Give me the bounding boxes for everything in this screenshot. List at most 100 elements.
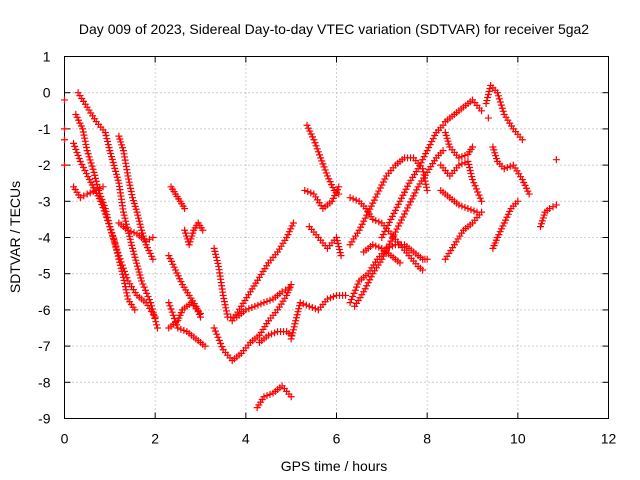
- data-point: [458, 160, 466, 168]
- data-point: [302, 301, 310, 309]
- axis-ticks: [64, 56, 609, 419]
- data-point: [104, 216, 112, 224]
- data-point: [419, 266, 427, 274]
- data-point: [316, 151, 323, 159]
- data-point: [218, 343, 226, 351]
- data-point: [72, 145, 80, 153]
- data-point: [321, 166, 329, 174]
- data-point: [210, 244, 218, 252]
- data-point: [139, 280, 147, 288]
- data-point: [123, 289, 131, 297]
- data-point: [85, 153, 93, 161]
- data-point: [112, 242, 120, 250]
- series-arc-10: [165, 252, 204, 321]
- data-point: [113, 173, 121, 181]
- series-arc-15: [255, 328, 295, 346]
- series-arc-6: [115, 219, 157, 245]
- data-point: [111, 164, 119, 172]
- data-point: [375, 187, 383, 195]
- data-point: [413, 186, 421, 194]
- data-point: [134, 265, 142, 273]
- data-point: [129, 247, 137, 255]
- data-point: [123, 274, 131, 282]
- data-point: [407, 198, 415, 206]
- data-point: [100, 207, 108, 215]
- data-point: [358, 220, 366, 228]
- x-axis-label: GPS time / hours: [281, 458, 388, 474]
- data-point: [337, 252, 345, 260]
- data-point: [375, 218, 383, 226]
- data-point: [469, 176, 476, 184]
- data-point: [439, 147, 447, 155]
- data-point: [417, 159, 425, 167]
- y-tick-label: 1: [43, 49, 51, 65]
- y-tick-label: -2: [38, 157, 51, 173]
- data-point: [126, 181, 134, 189]
- data-point: [219, 291, 227, 299]
- data-point: [346, 194, 354, 202]
- data-point: [61, 96, 68, 104]
- data-point: [360, 217, 368, 225]
- data-point: [107, 226, 115, 234]
- series-arc-14: [228, 219, 297, 325]
- data-point: [470, 179, 478, 187]
- series-arc-3: [70, 139, 159, 321]
- data-point: [177, 325, 185, 333]
- data-point: [311, 139, 319, 147]
- data-point: [83, 190, 91, 198]
- data-point: [84, 150, 92, 158]
- data-point: [61, 161, 68, 169]
- x-tick-label: 12: [601, 431, 617, 447]
- data-point: [320, 163, 328, 171]
- data-point: [266, 390, 274, 398]
- data-point: [474, 188, 482, 196]
- data-point: [71, 142, 79, 150]
- data-point: [351, 286, 359, 294]
- data-point: [518, 136, 526, 144]
- data-point: [211, 247, 219, 255]
- data-point: [370, 196, 378, 204]
- data-point: [385, 218, 393, 226]
- data-point: [153, 324, 161, 332]
- data-point: [295, 302, 303, 310]
- series-arc-23: [346, 154, 431, 249]
- data-point: [75, 154, 83, 162]
- data-point: [361, 214, 369, 222]
- data-point: [367, 202, 375, 210]
- data-point: [396, 219, 404, 227]
- data-point: [335, 243, 343, 251]
- data-point: [404, 204, 412, 212]
- data-point: [393, 225, 401, 233]
- data-point: [82, 140, 90, 148]
- data-point: [461, 159, 469, 167]
- data-point: [137, 223, 145, 231]
- data-point: [373, 190, 381, 198]
- data-point: [361, 285, 369, 293]
- y-tick-label: -8: [38, 374, 51, 390]
- data-point: [260, 299, 268, 307]
- data-point: [291, 320, 299, 328]
- data-point: [402, 185, 410, 193]
- data-point: [121, 267, 129, 275]
- data-point: [317, 154, 325, 162]
- data-point: [467, 206, 475, 214]
- data-point: [419, 168, 427, 176]
- data-point: [478, 208, 486, 216]
- data-point: [307, 189, 315, 197]
- data-point: [366, 276, 374, 284]
- data-point: [387, 215, 395, 223]
- data-point: [329, 293, 337, 301]
- data-point: [98, 200, 106, 208]
- data-point: [210, 324, 218, 332]
- data-point: [458, 202, 466, 210]
- data-point: [482, 100, 490, 108]
- data-point: [245, 305, 253, 313]
- data-point: [107, 153, 115, 161]
- data-point: [390, 231, 398, 239]
- data-point: [493, 89, 501, 97]
- data-point: [290, 323, 298, 331]
- data-point: [86, 189, 94, 197]
- data-point: [119, 208, 127, 216]
- series-arc-33: [489, 143, 533, 198]
- data-point: [401, 188, 408, 196]
